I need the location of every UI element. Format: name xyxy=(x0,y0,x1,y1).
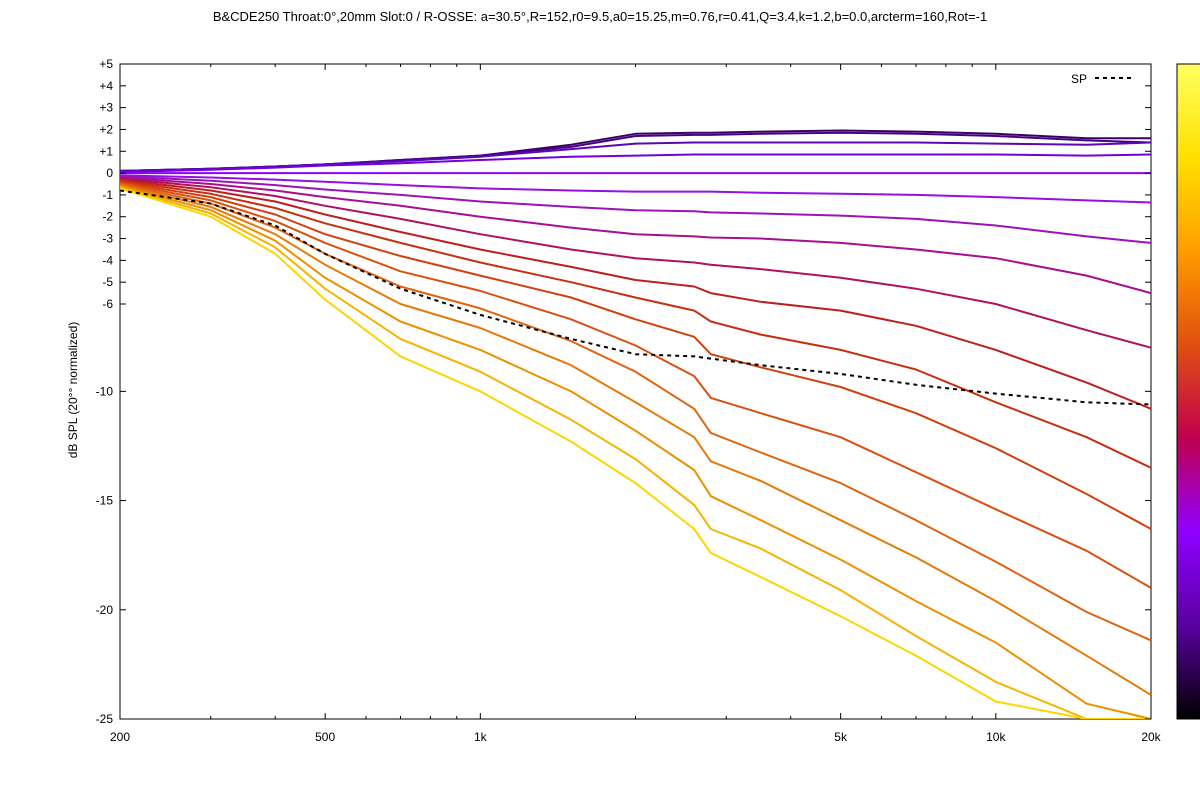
x-tick-label: 200 xyxy=(110,730,130,744)
x-tick-label: 20k xyxy=(1141,730,1161,744)
series-line-7 xyxy=(120,175,1151,244)
y-tick-label: 0 xyxy=(106,166,113,180)
series-line-18 xyxy=(120,187,1151,719)
series-line-3 xyxy=(120,141,1151,172)
series-line-8 xyxy=(120,176,1151,295)
series-line-2 xyxy=(120,131,1151,172)
y-tick-label: -5 xyxy=(102,275,113,289)
y-tick-label: -1 xyxy=(102,188,113,202)
plot-area xyxy=(119,63,1152,720)
y-tick-label: -20 xyxy=(96,603,114,617)
y-tick-label: -25 xyxy=(96,712,114,726)
series-line-17 xyxy=(120,186,1151,719)
series-line-14 xyxy=(120,183,1151,642)
series-line-12 xyxy=(120,180,1151,530)
y-tick-label: +1 xyxy=(99,144,113,158)
y-tick-label: -2 xyxy=(102,210,113,224)
y-axis-label: dB SPL (20°° normalized) xyxy=(66,322,80,459)
series-line-6 xyxy=(120,174,1151,204)
series-line-16 xyxy=(120,185,1151,719)
y-tick-label: +2 xyxy=(99,122,113,136)
series-line-4 xyxy=(120,153,1151,173)
series-line-15 xyxy=(120,184,1151,696)
series-line-13 xyxy=(120,181,1151,589)
legend-label-sp: SP xyxy=(1071,72,1087,86)
y-tick-label: -4 xyxy=(102,253,113,267)
y-tick-label: -3 xyxy=(102,232,113,246)
y-tick-label: -15 xyxy=(96,494,114,508)
series-line-9 xyxy=(120,177,1151,349)
legend: SP xyxy=(1071,72,1134,86)
chart-title: B&CDE250 Throat:0°,20mm Slot:0 / R-OSSE:… xyxy=(213,9,987,24)
x-tick-label: 10k xyxy=(986,730,1006,744)
y-tick-label: -10 xyxy=(96,384,114,398)
colorbar xyxy=(1176,63,1200,720)
y-tick-label: +4 xyxy=(99,79,113,93)
y-tick-label: +5 xyxy=(99,57,113,71)
series-line-11 xyxy=(120,179,1151,469)
x-tick-label: 5k xyxy=(834,730,848,744)
series-group xyxy=(120,129,1151,719)
colorbar-gradient xyxy=(1176,63,1200,720)
y-tick-label: -6 xyxy=(102,297,113,311)
series-line-10 xyxy=(120,178,1151,410)
x-tick-label: 1k xyxy=(474,730,488,744)
x-tick-label: 500 xyxy=(315,730,335,744)
y-tick-label: +3 xyxy=(99,101,113,115)
axes-group: +5 +4 +3 +2 +1 0 -1 -2 -3 -4 -5 -6 -10 -15 -20 -25 200 50… xyxy=(96,57,1162,744)
series-line-sp xyxy=(120,189,1151,406)
plot-frame xyxy=(119,63,1152,720)
